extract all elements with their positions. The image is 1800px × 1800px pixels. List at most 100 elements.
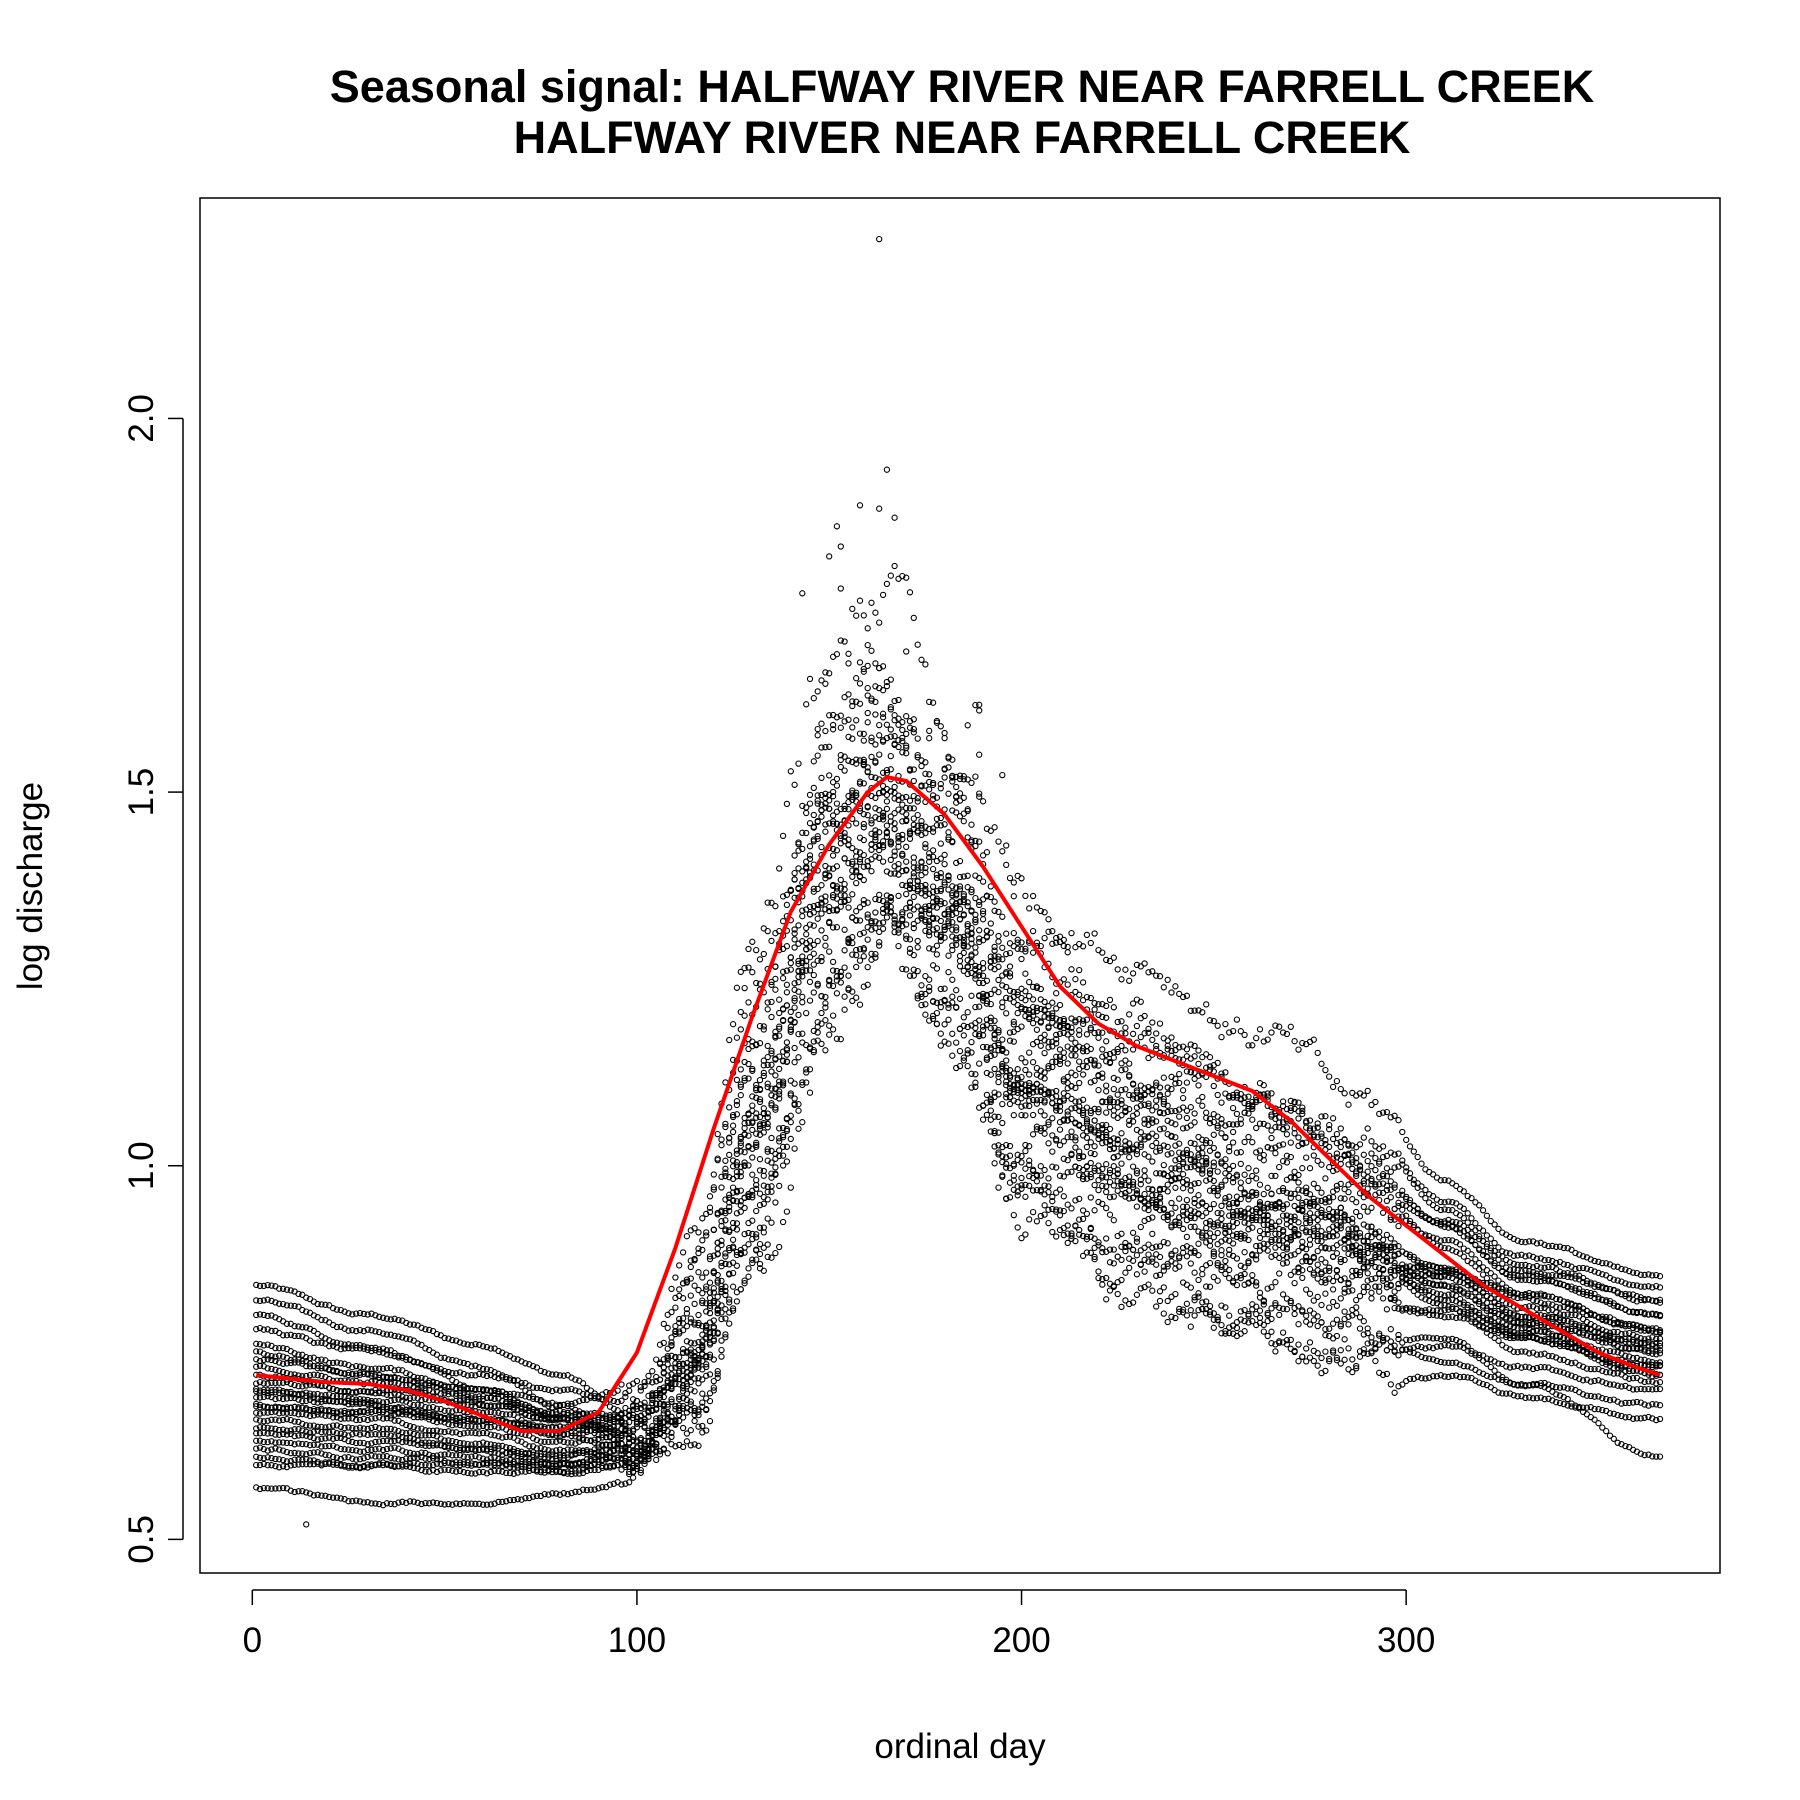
data-point [279, 1300, 287, 1308]
data-point [1303, 1286, 1310, 1293]
data-point [429, 1365, 437, 1373]
data-point [818, 882, 825, 889]
data-point [483, 1394, 491, 1401]
data-point [829, 852, 837, 859]
data-point [445, 1356, 452, 1363]
data-point [1333, 1139, 1341, 1147]
data-point [399, 1376, 406, 1383]
data-point [1487, 1235, 1494, 1242]
data-point [964, 806, 971, 813]
data-point [1137, 1181, 1144, 1188]
data-point [1479, 1207, 1487, 1214]
data-point [1268, 1111, 1275, 1118]
data-point [1276, 1142, 1283, 1149]
data-point [799, 993, 806, 1001]
data-point [1310, 1152, 1317, 1159]
data-point [914, 798, 921, 805]
data-point [1056, 1001, 1064, 1009]
data-point [1029, 927, 1037, 935]
data-point [895, 832, 902, 840]
data-point [953, 783, 960, 791]
data-point [933, 942, 941, 949]
data-point [1537, 1292, 1544, 1299]
data-point [1183, 1149, 1191, 1157]
data-point [960, 898, 967, 906]
data-point [841, 892, 848, 899]
data-point [1306, 1228, 1314, 1236]
data-point [733, 1098, 741, 1105]
data-point [1595, 1258, 1602, 1265]
data-point [414, 1385, 421, 1392]
data-point [1064, 1111, 1071, 1118]
data-point [1076, 966, 1083, 974]
data-point [876, 505, 883, 512]
data-point [1533, 1240, 1541, 1247]
data-point [395, 1366, 402, 1373]
data-point [1172, 1247, 1179, 1254]
data-point [1103, 1188, 1110, 1196]
data-point [733, 1101, 741, 1109]
data-point [1641, 1327, 1648, 1334]
data-point [910, 777, 917, 785]
data-point [1060, 1193, 1067, 1200]
data-point [956, 772, 964, 779]
data-point [341, 1341, 348, 1348]
data-point [368, 1370, 375, 1377]
data-point [945, 952, 952, 959]
data-point [1483, 1267, 1491, 1274]
data-point [1303, 1312, 1310, 1319]
data-point [1645, 1271, 1652, 1278]
data-point [441, 1354, 448, 1361]
data-point [1133, 1095, 1141, 1102]
data-point [414, 1377, 421, 1385]
data-point [856, 873, 864, 881]
data-point [1360, 1177, 1367, 1185]
data-point [1610, 1302, 1617, 1309]
data-point [710, 1324, 717, 1332]
data-point [1653, 1351, 1660, 1358]
data-point [1306, 1125, 1314, 1132]
data-point [895, 892, 902, 900]
data-point [1387, 1266, 1394, 1274]
data-point [1226, 1312, 1233, 1319]
data-point [1518, 1276, 1525, 1283]
data-point [1276, 1311, 1283, 1319]
data-point [1272, 1022, 1279, 1029]
data-point [910, 893, 917, 901]
data-point [360, 1364, 367, 1371]
data-point [706, 1255, 714, 1263]
data-point [1353, 1172, 1360, 1180]
data-point [295, 1332, 302, 1340]
data-point [1045, 1003, 1052, 1010]
data-point [637, 1383, 644, 1391]
data-point [456, 1384, 464, 1392]
data-point [391, 1332, 398, 1340]
data-point [1022, 970, 1029, 977]
data-point [1583, 1265, 1591, 1272]
data-point [1345, 1230, 1352, 1237]
data-point [1218, 1070, 1225, 1077]
data-point [264, 1326, 271, 1333]
data-point [976, 927, 983, 934]
data-point [1053, 934, 1060, 942]
data-point [922, 770, 929, 777]
data-point [1553, 1243, 1560, 1250]
data-point [776, 1009, 783, 1017]
data-point [860, 863, 867, 870]
data-point [1299, 1110, 1306, 1118]
data-point [491, 1386, 498, 1394]
data-point [553, 1411, 560, 1418]
data-point [1191, 1042, 1198, 1050]
data-point [722, 1120, 729, 1128]
data-point [753, 1094, 760, 1101]
data-point [995, 1149, 1002, 1156]
data-point [822, 828, 829, 835]
data-point [303, 1362, 310, 1370]
data-point [1518, 1238, 1525, 1246]
data-point [676, 1360, 683, 1368]
data-point [864, 858, 871, 865]
data-point [868, 773, 875, 781]
data-point [368, 1327, 375, 1334]
data-point [972, 975, 979, 982]
data-point [768, 1188, 775, 1195]
